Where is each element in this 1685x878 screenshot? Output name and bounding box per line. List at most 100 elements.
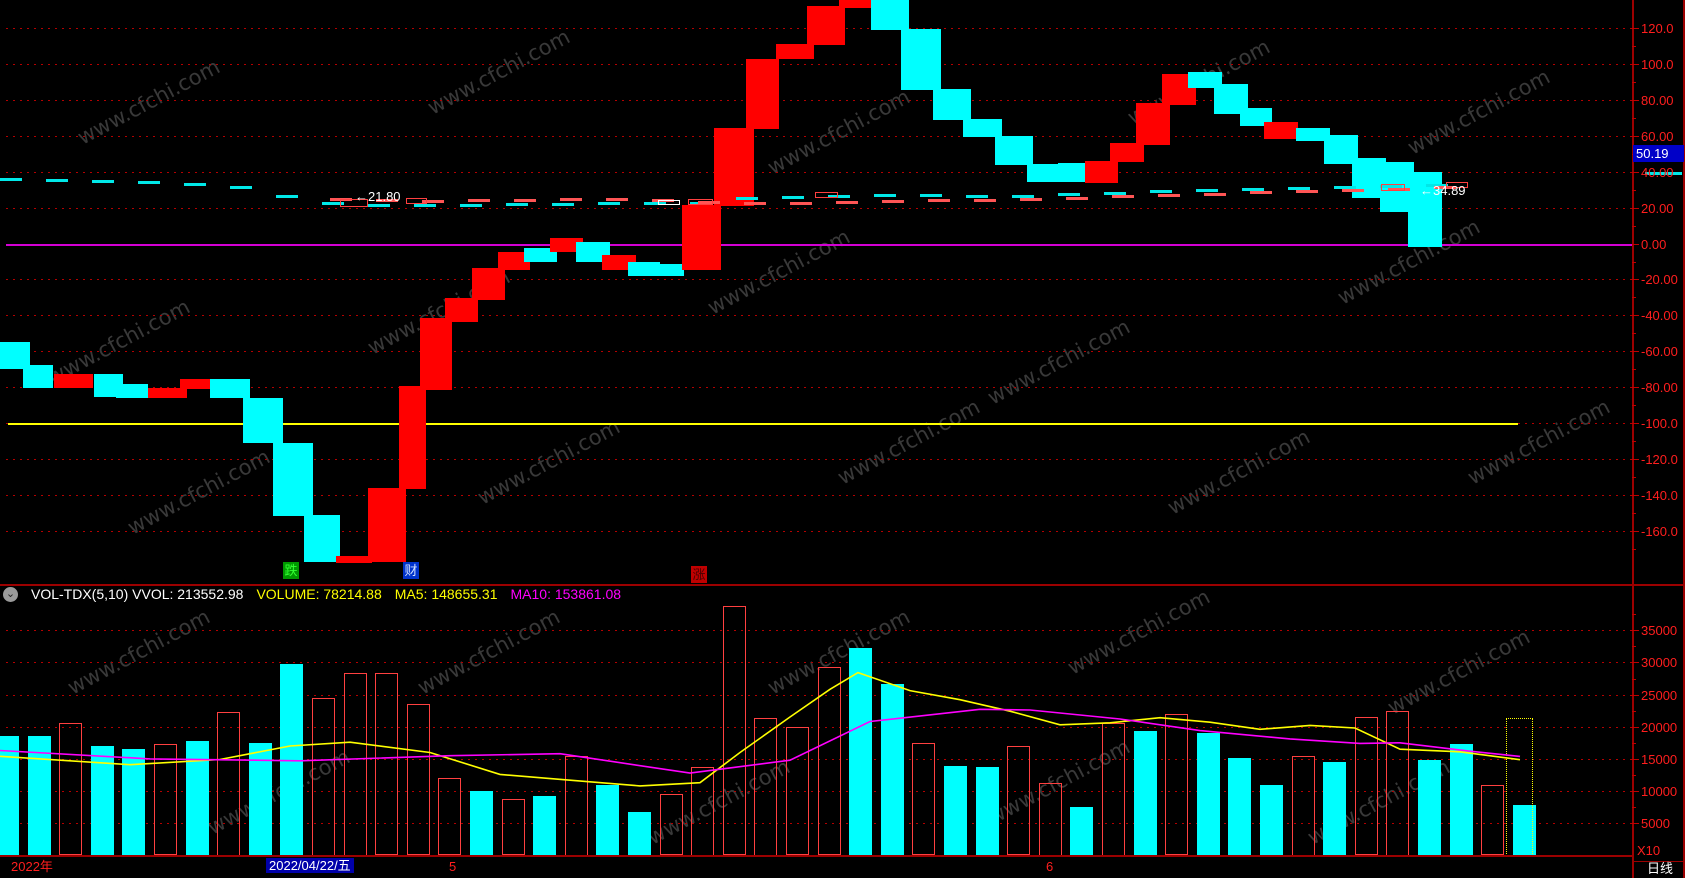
cyan-dashed-line-dash (736, 197, 758, 200)
volume-bar-down (28, 736, 51, 855)
period-label[interactable]: 日线 (1647, 861, 1674, 876)
gridline (6, 727, 1632, 728)
tick (1632, 369, 1636, 370)
ma-lines (0, 671, 1521, 787)
month-label-5: 5 (449, 859, 457, 874)
ladder-block-down (1058, 163, 1089, 182)
volume-bar-down (1197, 733, 1220, 855)
y-axis-label: 100.0 (1641, 57, 1674, 72)
tick (1632, 477, 1636, 478)
cyan-dashed-line-dash (966, 195, 988, 198)
tick (1632, 727, 1639, 728)
axis-unit-label: X10 (1637, 843, 1661, 858)
ladder-block-down (1188, 72, 1222, 88)
y-axis-label: -20.00 (1641, 272, 1678, 287)
tick (1632, 775, 1636, 776)
ladder-block-down (210, 379, 250, 398)
tick (1632, 172, 1639, 173)
tick (1632, 279, 1639, 280)
tick (1632, 679, 1636, 680)
volume-bar-down (1070, 807, 1093, 855)
volume-bar-up (59, 723, 82, 855)
cyan-dashed-line-dash (1196, 189, 1218, 192)
cyan-dashed-line-dash (920, 194, 942, 197)
ladder-block-down (116, 384, 148, 398)
ladder-block-up (1136, 103, 1170, 145)
cyan-dashed-line-dash (276, 195, 298, 198)
cyan-dashed-line-dash (552, 203, 574, 206)
indicator-row: ⌄ VOL-TDX(5,10) VVOL: 213552.98 VOLUME: 78… (0, 585, 1620, 603)
tick (1632, 549, 1636, 550)
ma5-value: MA5: 148655.31 (394, 586, 498, 602)
red-dashed-line-dash (1066, 197, 1088, 200)
ladder-block-down (23, 365, 53, 388)
ma10-value: MA10: 153861.08 (510, 586, 622, 602)
y-axis-label: 25000 (1641, 688, 1678, 703)
zero-line (6, 244, 1632, 246)
tick (1632, 662, 1639, 663)
gridline (6, 630, 1632, 631)
ladder-block-up (1110, 143, 1144, 162)
dash-marker-rect (688, 199, 713, 205)
red-dashed-line-dash (560, 198, 582, 201)
ladder-block-up (54, 374, 93, 388)
axis-vertical-line (1632, 0, 1634, 878)
gridline (6, 136, 1632, 137)
volume-bar-up (912, 743, 935, 855)
red-dashed-line-dash (376, 199, 398, 202)
volume-bar-down (1228, 758, 1251, 856)
y-axis-label: 40.00 (1641, 165, 1674, 180)
tick (1632, 244, 1639, 245)
tick (1632, 759, 1639, 760)
tick (1632, 136, 1639, 137)
cyan-dashed-line-dash (322, 202, 344, 205)
tick (1632, 791, 1639, 792)
cyan-dashed-line-dash (1242, 188, 1264, 191)
cyan-dashed-line-dash (506, 203, 528, 206)
tick (1632, 297, 1636, 298)
ladder-block-down (1240, 108, 1272, 126)
tick (1632, 513, 1636, 514)
cyan-dashed-line-dash (1288, 187, 1310, 190)
y-axis-label: 5000 (1641, 816, 1670, 831)
ladder-block-up (420, 318, 452, 390)
volume-bar-up (407, 704, 430, 855)
selected-date-label: 2022/04/22/五 (266, 858, 354, 873)
volume-bar-down (91, 746, 114, 855)
tick (1632, 28, 1639, 29)
volume-bar-down (122, 749, 145, 855)
y-axis-label: -100.0 (1641, 416, 1678, 431)
tick (1632, 315, 1639, 316)
baseline-minus100-line (8, 423, 1518, 425)
dash-marker-rect (658, 200, 680, 205)
tick (1632, 823, 1639, 824)
y-axis-label: -40.00 (1641, 308, 1678, 323)
ladder-block-up (472, 268, 505, 300)
ladder-block-up (148, 388, 187, 398)
gridline (6, 459, 1632, 460)
volume-bar-down (596, 785, 619, 856)
cyan-dashed-line-dash (1012, 195, 1034, 198)
gridline (6, 662, 1632, 663)
volume-bar-up (818, 667, 841, 855)
ladder-block-up (602, 255, 636, 270)
ladder-block-up (1085, 161, 1118, 183)
signal-marker: 跌 (283, 562, 299, 579)
tick (1632, 405, 1636, 406)
ladder-block-down (0, 342, 30, 369)
red-dashed-line-dash (1434, 186, 1456, 189)
bottom-axis-line (0, 855, 1632, 857)
ladder-block-up (368, 488, 406, 562)
volume-bar-down (1450, 744, 1473, 855)
gridline (6, 64, 1632, 65)
cyan-dashed-line-last-dash (1645, 172, 1682, 175)
ladder-block-up (399, 386, 426, 489)
gridline (6, 315, 1632, 316)
price-ladder-pane[interactable]: ←21.80 ←34.89 跌 财 涨 (0, 0, 1682, 584)
collapse-indicator-icon[interactable]: ⌄ (3, 586, 18, 602)
red-dashed-line-dash (882, 200, 904, 203)
red-dashed-line-dash (1388, 188, 1410, 191)
ladder-block-up (550, 238, 583, 252)
dash-marker-rect (406, 198, 427, 204)
ladder-block-up (839, 0, 877, 8)
